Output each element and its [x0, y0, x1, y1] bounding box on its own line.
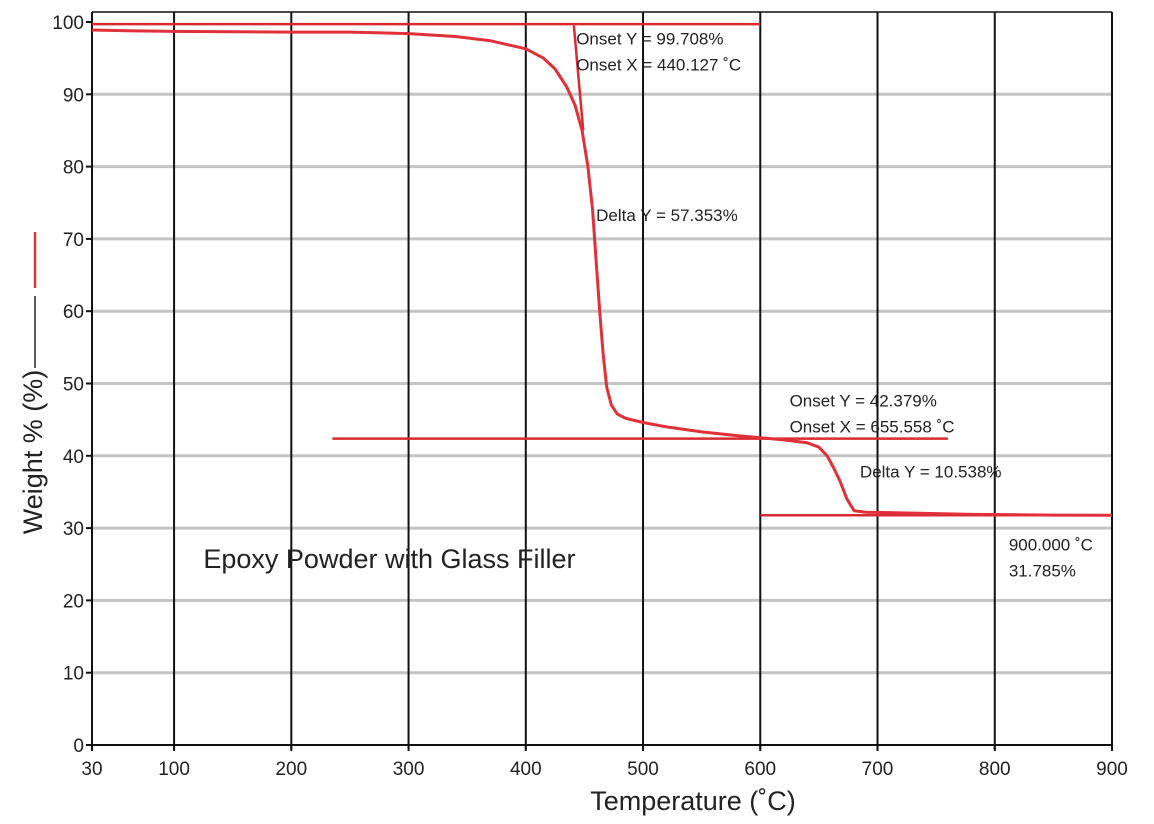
annotation: Delta Y = 57.353%: [596, 206, 738, 225]
y-tick-label: 20: [63, 591, 84, 612]
annotations: Onset Y = 99.708% Onset X = 440.127 ˚C Del…: [576, 29, 1093, 580]
tangent-line: [572, 25, 585, 131]
y-tick-label: 0: [73, 736, 84, 757]
x-tick-label: 400: [510, 759, 542, 780]
y-tick-label: 40: [63, 447, 84, 468]
annotation: Onset Y = 99.708% Onset X = 440.127 ˚C: [576, 29, 741, 74]
annotation-line: 31.785%: [1009, 562, 1076, 581]
y-tick-label: 90: [63, 85, 84, 106]
annotation-line: 900.000 ˚C: [1009, 536, 1093, 555]
x-tick-label: 500: [627, 759, 659, 780]
y-tick-label: 50: [63, 375, 84, 396]
construction-lines: [92, 22, 1112, 517]
x-tick-label: 30: [81, 759, 102, 780]
x-tick-label: 800: [979, 759, 1011, 780]
annotation-line: Onset X = 440.127 ˚C: [576, 55, 741, 74]
x-tick-label: 200: [275, 759, 307, 780]
x-axis-ticks: 30 100 200 300 400 500 600 700 800 900: [81, 745, 1128, 780]
annotation: Delta Y = 10.538%: [860, 462, 1002, 481]
vertical-gridlines: [173, 12, 996, 749]
y-axis-title: Weight % (%): [18, 370, 48, 535]
annotation-line: Onset X = 655.558 ˚C: [790, 418, 955, 437]
x-tick-label: 100: [158, 759, 190, 780]
annotation-line: Onset Y = 99.708%: [576, 29, 723, 48]
annotation-line: Onset Y = 42.379%: [790, 392, 937, 411]
y-tick-label: 70: [63, 230, 84, 251]
x-tick-label: 900: [1096, 759, 1128, 780]
x-tick-label: 700: [862, 759, 894, 780]
sample-label: Epoxy Powder with Glass Filler: [203, 544, 575, 574]
y-axis-ticks: 0 10 20 30 40 50 60 70 80 90 100: [52, 13, 92, 757]
y-tick-label: 80: [63, 158, 84, 179]
x-tick-label: 300: [393, 759, 425, 780]
plot-frame: [91, 11, 1113, 749]
annotation: 900.000 ˚C 31.785%: [1009, 536, 1093, 581]
annotation: Onset Y = 42.379% Onset X = 655.558 ˚C: [790, 392, 955, 437]
y-tick-label: 10: [63, 664, 84, 685]
weight-curve: [91, 28, 1113, 517]
y-tick-label: 60: [63, 302, 84, 323]
annotation-line: Delta Y = 10.538%: [860, 462, 1002, 481]
horizontal-gridlines: [92, 92, 1112, 675]
weight-curves: [91, 28, 1113, 517]
annotation-line: Delta Y = 57.353%: [596, 206, 738, 225]
x-tick-label: 600: [744, 759, 776, 780]
x-axis-title: Temperature (˚C): [590, 786, 796, 816]
y-tick-label: 30: [63, 519, 84, 540]
y-tick-label: 100: [52, 13, 84, 34]
